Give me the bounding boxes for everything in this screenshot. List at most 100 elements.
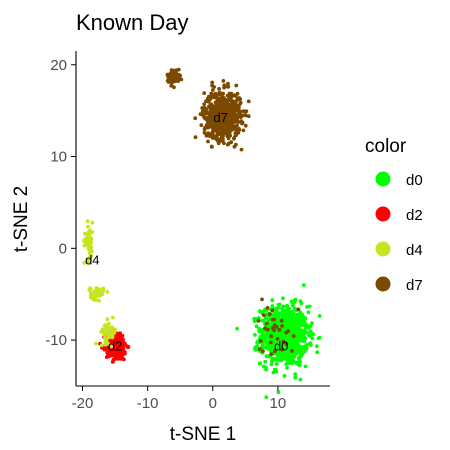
point-d7 [216, 97, 221, 101]
point-d7 [229, 97, 233, 102]
point-d7 [281, 339, 286, 344]
point-d4 [103, 340, 108, 344]
y-axis-title: t-SNE 2 [11, 186, 32, 253]
point-d7 [269, 334, 274, 339]
point-d0 [287, 309, 291, 314]
point-d7 [219, 101, 224, 106]
point-d7 [274, 325, 279, 329]
point-d0 [284, 319, 289, 324]
point-d0 [303, 364, 308, 369]
point-d0 [260, 318, 265, 323]
point-d7 [232, 144, 237, 149]
point-d7 [207, 111, 212, 115]
point-d4 [112, 330, 117, 335]
point-d7 [232, 115, 237, 120]
point-d4 [82, 260, 87, 265]
point-d0 [260, 334, 264, 338]
point-d0 [253, 333, 257, 337]
legend-label-d4: d4 [406, 242, 423, 259]
point-d0 [282, 356, 287, 361]
point-d7 [264, 321, 269, 326]
point-d4 [109, 344, 114, 349]
point-d4 [103, 335, 107, 340]
point-d7 [246, 99, 251, 104]
point-d7 [261, 313, 266, 317]
point-d0 [293, 375, 298, 380]
legend-label-d0: d0 [406, 172, 423, 189]
point-d7 [213, 134, 218, 139]
y-tick-label: -10 [45, 332, 67, 349]
point-d0 [305, 342, 310, 347]
point-d0 [274, 369, 279, 374]
legend-items: d0 d2 d4 d7 [375, 171, 423, 294]
point-d4 [86, 224, 90, 229]
point-d0 [274, 357, 279, 362]
point-d0 [299, 301, 304, 306]
point-d0 [317, 314, 322, 318]
point-d0 [316, 336, 321, 341]
x-tick-label: -20 [72, 395, 94, 412]
y-tick-label: 10 [50, 149, 67, 166]
annotation-label: d4 [85, 252, 99, 267]
point-d7 [226, 81, 230, 86]
point-d7 [211, 88, 215, 92]
point-d0 [272, 345, 276, 350]
legend: color d0 d2 d4 d7 [365, 136, 423, 294]
point-d7 [215, 137, 219, 142]
point-d0 [294, 316, 298, 320]
point-d0 [263, 359, 268, 364]
point-d7 [220, 98, 225, 102]
y-tick-label: 20 [50, 57, 67, 74]
point-d7 [236, 120, 241, 124]
point-d2 [122, 351, 127, 356]
point-d0 [306, 310, 311, 315]
point-d0 [298, 310, 303, 315]
point-d0 [292, 306, 297, 311]
point-d0 [274, 362, 279, 366]
point-d7 [209, 144, 214, 149]
point-d7 [221, 124, 226, 129]
point-d7 [219, 117, 224, 122]
point-d0 [292, 327, 297, 332]
point-d4 [87, 238, 91, 243]
point-d4 [104, 329, 109, 334]
point-d7 [266, 327, 270, 332]
x-axis-ticks: -20 -10 0 10 [72, 386, 286, 412]
point-d7 [214, 118, 218, 122]
point-d7 [272, 328, 276, 333]
point-d4 [91, 296, 95, 301]
point-d7 [228, 113, 233, 118]
point-d7 [213, 100, 218, 105]
point-d0 [288, 360, 293, 364]
point-d2 [111, 347, 116, 352]
point-d4 [93, 293, 98, 298]
point-d4 [89, 249, 94, 254]
point-d4 [110, 325, 114, 329]
point-d0 [295, 360, 299, 365]
point-d0 [235, 326, 240, 331]
point-d7 [275, 337, 280, 341]
point-d7 [204, 99, 208, 103]
point-d2 [106, 353, 110, 358]
point-d0 [289, 319, 294, 324]
point-d7 [241, 128, 246, 133]
point-d7 [206, 139, 210, 144]
point-d0 [285, 354, 289, 358]
point-d2 [116, 350, 121, 354]
point-d0 [284, 362, 289, 366]
point-d7 [256, 319, 261, 323]
point-d7 [227, 122, 232, 127]
point-d2 [119, 347, 124, 352]
point-d7 [232, 93, 237, 98]
cluster-annotations: d7 d4 d2 d0 [85, 110, 288, 354]
point-d0 [277, 333, 282, 338]
point-d4 [94, 341, 98, 346]
point-d0 [281, 304, 286, 309]
point-d0 [279, 342, 284, 347]
point-d7 [209, 96, 214, 100]
point-d0 [281, 296, 285, 301]
point-d0 [275, 340, 279, 345]
point-d0 [286, 357, 291, 361]
point-d4 [105, 317, 110, 322]
point-d7 [206, 131, 211, 136]
